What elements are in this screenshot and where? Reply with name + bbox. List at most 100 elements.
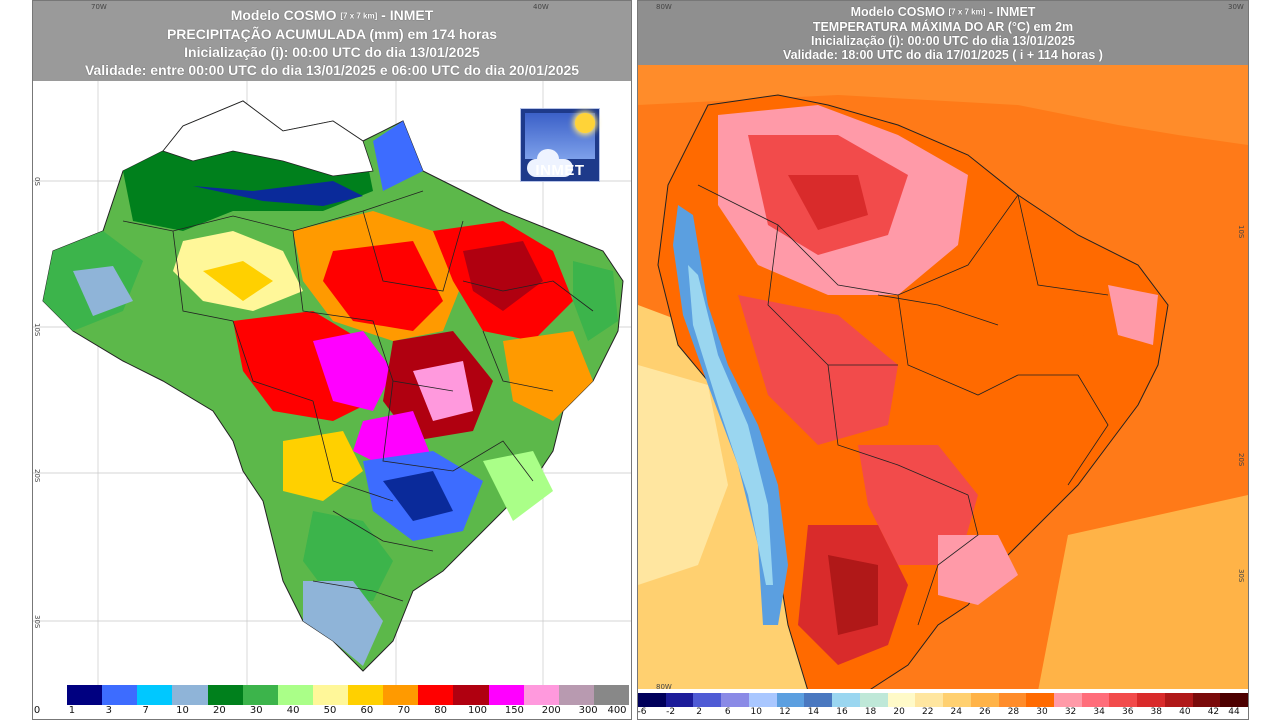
colorbar-label: 50 — [323, 705, 337, 716]
temperature-colorbar: -6 -2 2 6 10 12 14 16 18 20 22 24 26 28 30 32 34 36 38 40 42… — [638, 689, 1248, 719]
colorbar-label: 38 — [1150, 707, 1163, 717]
colorbar-swatch — [1192, 693, 1221, 707]
colorbar-swatch — [721, 693, 749, 707]
header-model-line: Modelo COSMO [7 x 7 km] - INMET — [230, 7, 434, 23]
colorbar-label: 60 — [360, 705, 374, 716]
precipitation-map-svg — [33, 81, 631, 687]
colorbar-label: 10 — [176, 705, 189, 716]
colorbar-swatch — [832, 693, 860, 707]
colorbar-label: 6 — [724, 707, 731, 717]
colorbar-swatch — [915, 693, 944, 707]
colorbar-labels: -6 -2 2 6 10 12 14 16 18 20 22 24 26 28 30 32 34 36 38 40 42… — [638, 707, 1248, 719]
lat-tick: 10S — [33, 323, 41, 337]
colorbar-label: 7 — [142, 705, 149, 716]
colorbar-swatch — [776, 693, 805, 707]
header-model-line: Modelo COSMO [7 x 7 km] - INMET — [850, 5, 1036, 19]
colorbar-label: 36 — [1121, 707, 1134, 717]
colorbar-swatch — [1026, 693, 1055, 707]
colorbar-label: 12 — [779, 707, 791, 717]
guianas-area — [162, 100, 374, 177]
header-variable-line: PRECIPITAÇÃO ACUMULADA (mm) em 174 horas — [166, 26, 498, 43]
colorbar-swatch — [242, 685, 278, 705]
colorbar-swatch — [172, 685, 208, 705]
colorbar-label: 34 — [1093, 707, 1105, 717]
colorbar-swatch — [1054, 693, 1082, 707]
colorbar-swatch — [523, 685, 559, 705]
precipitation-colorbar: 0 1 3 7 10 20 30 40 50 60 70 80 100 150 200 300 400 — [33, 685, 631, 719]
lat-tick: 0S — [33, 177, 41, 186]
colorbar-swatch — [67, 685, 103, 705]
colorbar-swatch — [102, 685, 138, 705]
colorbar-swatches — [638, 693, 1248, 707]
temperature-map-panel: Modelo COSMO [7 x 7 km] - INMET TEMPERAT… — [637, 0, 1249, 720]
inmet-logo: INMET — [520, 108, 600, 182]
lon-tick: 30W — [1228, 3, 1244, 11]
lon-tick: 70W — [91, 3, 107, 11]
colorbar-label: -6 — [637, 707, 647, 717]
temperature-map — [638, 65, 1248, 691]
header-init-line: Inicialização (i): 00:00 UTC do dia 13/0… — [184, 44, 480, 61]
colorbar-label: 18 — [864, 707, 877, 717]
colorbar-label: 400 — [607, 705, 627, 716]
colorbar-label: 20 — [213, 705, 226, 716]
colorbar-swatch — [488, 685, 524, 705]
cloud-icon — [527, 149, 573, 177]
colorbar-label: 24 — [950, 707, 963, 717]
colorbar-label: 20 — [893, 707, 905, 717]
colorbar-swatch — [383, 685, 419, 705]
colorbar-label: 40 — [286, 705, 300, 716]
colorbar-label: 70 — [397, 705, 411, 716]
colorbar-label: 22 — [921, 707, 934, 717]
lon-tick: 40W — [533, 3, 549, 11]
lat-tick: 30S — [1237, 569, 1245, 583]
colorbar-label: 1 — [68, 705, 76, 716]
colorbar-label: 26 — [979, 707, 991, 717]
colorbar-swatch — [277, 685, 313, 705]
colorbar-swatch — [748, 693, 777, 707]
colorbar-label: 16 — [836, 707, 848, 717]
colorbar-swatch — [348, 685, 384, 705]
sun-icon — [575, 113, 595, 133]
colorbar-label: 200 — [541, 705, 561, 716]
colorbar-label: 42 — [1207, 707, 1220, 717]
header-variable-line: TEMPERATURA MÁXIMA DO AR (°C) em 2m — [812, 19, 1074, 34]
colorbar-swatch — [137, 685, 173, 705]
colorbar-label: 80 — [434, 705, 447, 716]
temperature-map-svg — [638, 65, 1248, 691]
colorbar-swatch — [418, 685, 454, 705]
colorbar-swatch — [1109, 693, 1138, 707]
political-boundaries — [697, 184, 1109, 626]
colorbar-label: 14 — [807, 707, 820, 717]
colorbar-label: 28 — [1007, 707, 1020, 717]
state-boundaries — [122, 190, 594, 602]
colorbar-swatch — [1081, 693, 1110, 707]
precipitation-map-header: Modelo COSMO [7 x 7 km] - INMET PRECIPIT… — [33, 1, 631, 81]
lat-tick: 20S — [1237, 453, 1245, 467]
colorbar-swatch — [1164, 693, 1193, 707]
colorbar-swatch — [665, 693, 694, 707]
colorbar-label: 150 — [504, 705, 524, 716]
colorbar-swatch — [453, 685, 489, 705]
colorbar-swatch — [943, 693, 971, 707]
colorbar-label: 30 — [249, 705, 263, 716]
colorbar-swatch — [859, 693, 888, 707]
precipitation-map — [33, 81, 631, 687]
colorbar-label: 2 — [696, 707, 703, 717]
south-america-temp-field — [657, 94, 1169, 691]
header-validity-line: Validade: entre 00:00 UTC do dia 13/01/2… — [84, 62, 580, 79]
colorbar-swatch — [207, 685, 243, 705]
colorbar-label: 40 — [1179, 707, 1191, 717]
colorbar-label: 0 — [33, 705, 41, 716]
colorbar-swatch — [970, 693, 999, 707]
lat-tick: 30S — [33, 615, 41, 629]
lon-tick: 80W — [656, 683, 672, 691]
colorbar-swatch — [312, 685, 348, 705]
logo-text: INMET — [535, 162, 585, 179]
colorbar-swatches — [67, 685, 629, 705]
colorbar-swatch — [558, 685, 594, 705]
colorbar-label: -2 — [666, 707, 676, 717]
colorbar-label: 30 — [1036, 707, 1048, 717]
colorbar-swatch — [1220, 693, 1248, 707]
colorbar-swatch — [887, 693, 916, 707]
colorbar-swatch — [804, 693, 833, 707]
